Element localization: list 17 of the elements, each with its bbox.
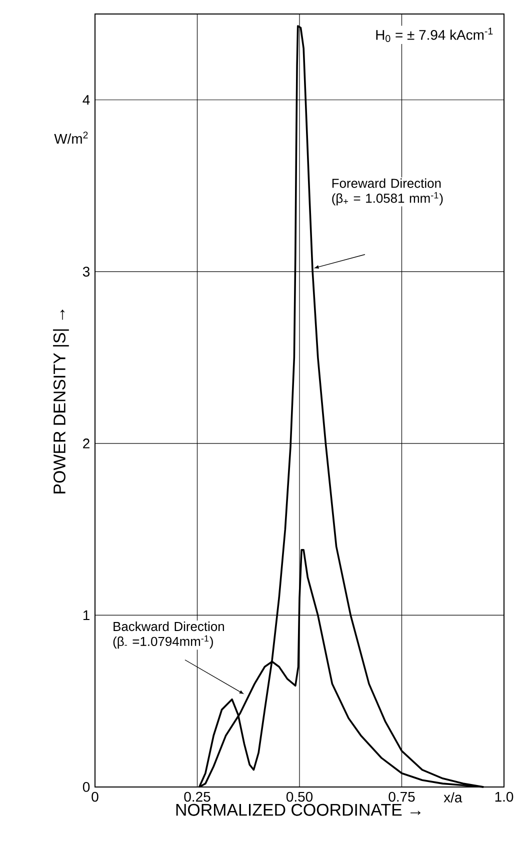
y-tick-label: 4 bbox=[82, 95, 90, 105]
text: x/a bbox=[444, 792, 462, 802]
y-tick-label: 2 bbox=[83, 438, 90, 448]
y-axis-title: POWER DENSITY |S| → bbox=[53, 310, 69, 494]
x-tick-label: 1.0 bbox=[495, 792, 514, 802]
y-tick-label: 0 bbox=[82, 782, 90, 792]
y-tick-label: 1 bbox=[83, 610, 90, 620]
text: Backward Direction (β$_{-}$ =1.0794mm$^{-1}$) bbox=[113, 622, 224, 649]
annotation: H$_{0}$ = ± 7.94 kAcm$^{-1}$ bbox=[376, 28, 493, 42]
x-axis-title: NORMALIZED COORDINATE → bbox=[176, 804, 421, 816]
x-tick-label: 0 bbox=[92, 792, 98, 802]
text: W/m$^{2}$ bbox=[54, 132, 88, 144]
x-tick-label: 0.25 bbox=[184, 792, 210, 802]
series-label: Foreward Direction (β$_{+}$ = 1.0581 mm$^{-1}$) bbox=[332, 178, 443, 206]
x-tick-label: 0.50 bbox=[286, 792, 313, 802]
y-tick-label: 3 bbox=[82, 266, 90, 277]
x-tick-label: 0.75 bbox=[388, 792, 415, 802]
